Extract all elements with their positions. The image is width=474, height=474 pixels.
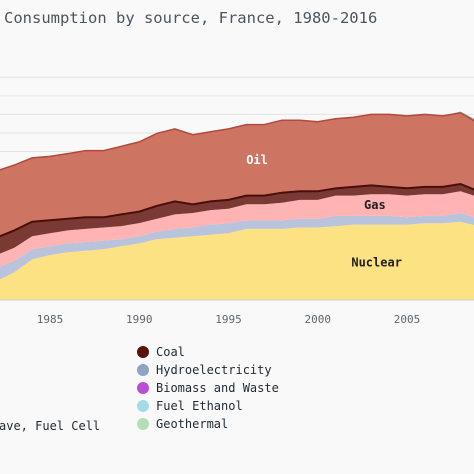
- legend-label: Fuel Ethanol: [156, 399, 243, 413]
- x-tick-label: 2000: [304, 313, 331, 326]
- area-labels: Oil Gas Nuclear: [246, 153, 402, 269]
- legend-partial-label: ave, Fuel Cell: [0, 419, 100, 433]
- stacked-areas: [0, 111, 474, 300]
- area-gas: [0, 191, 474, 267]
- x-tick-label: 1995: [215, 313, 242, 326]
- legend-label: Biomass and Waste: [156, 381, 279, 395]
- legend-label: Coal: [156, 345, 185, 359]
- chart-title: Consumption by source, France, 1980-2016: [4, 9, 377, 27]
- area-label-oil: Oil: [246, 153, 268, 167]
- x-axis-ticks: 1985199019952000200520: [37, 313, 421, 326]
- area-label-gas: Gas: [364, 198, 386, 212]
- x-tick-label: 1990: [126, 313, 153, 326]
- legend-swatch: [137, 400, 149, 412]
- legend-label: Hydroelectricity: [156, 363, 272, 377]
- area-nuclear: [0, 221, 474, 300]
- legend-swatch: [137, 382, 149, 394]
- area-label-nuclear: Nuclear: [351, 255, 402, 269]
- x-tick-label: 2005: [394, 313, 421, 326]
- line-oil: [0, 112, 474, 171]
- legend-swatch: [137, 346, 149, 358]
- line-coal: [0, 182, 474, 238]
- legend: Coal Hydroelectricity Biomass and Waste Fue…: [137, 345, 279, 431]
- legend-swatch: [137, 418, 149, 430]
- area-hydro: [0, 213, 474, 280]
- legend-swatch: [137, 364, 149, 376]
- area-oil: [0, 112, 474, 237]
- x-tick-label: 1985: [37, 313, 64, 326]
- legend-label: Geothermal: [156, 417, 228, 431]
